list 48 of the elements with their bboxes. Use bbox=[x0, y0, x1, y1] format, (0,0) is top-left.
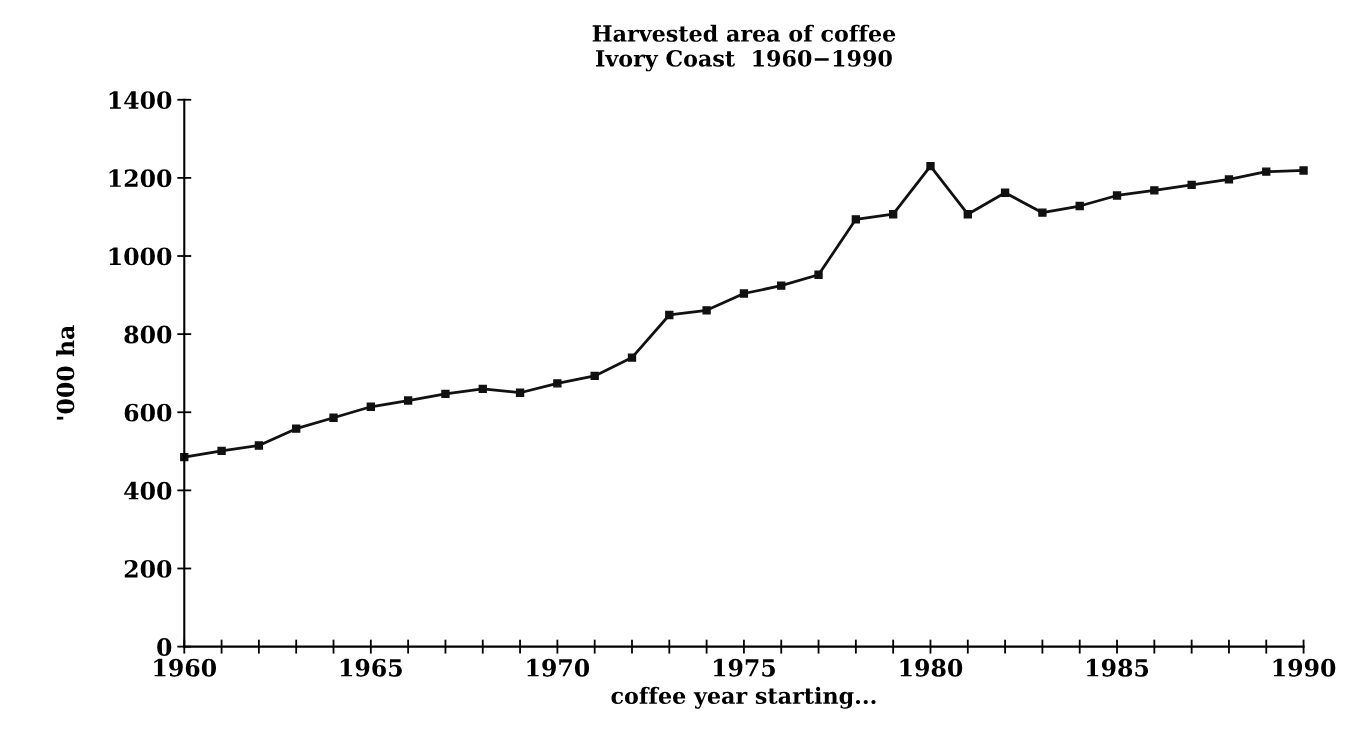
x-tick-label: 1960 bbox=[154, 658, 217, 677]
point bbox=[403, 396, 413, 405]
point bbox=[627, 353, 637, 362]
point bbox=[1112, 191, 1122, 200]
x-tick-label: 1965 bbox=[340, 658, 402, 677]
point bbox=[1262, 167, 1271, 176]
y-tick-label: 200 bbox=[124, 559, 172, 578]
point bbox=[888, 210, 898, 219]
point bbox=[926, 162, 935, 171]
x-tick-label: 1970 bbox=[527, 658, 590, 677]
point bbox=[1075, 201, 1084, 211]
y-tick-label: 1200 bbox=[109, 169, 172, 188]
point bbox=[1150, 186, 1159, 195]
point bbox=[1187, 180, 1196, 190]
y-tick-label: 1000 bbox=[109, 247, 172, 266]
y-tick-label: 400 bbox=[124, 481, 172, 500]
y-tick-label: 0 bbox=[157, 638, 172, 656]
point bbox=[217, 446, 226, 456]
chart-title: Harvested area of coffee Ivory Coast 1960−1990 bbox=[592, 24, 896, 72]
y-tick-label: 800 bbox=[124, 325, 172, 344]
point bbox=[366, 402, 375, 411]
x-tick-label: 1985 bbox=[1087, 658, 1149, 677]
point bbox=[515, 388, 525, 397]
y-axis-title: '000 ha bbox=[56, 325, 75, 420]
point bbox=[329, 413, 338, 422]
point bbox=[478, 384, 487, 393]
point bbox=[1000, 188, 1010, 197]
point bbox=[1038, 208, 1047, 217]
point bbox=[441, 389, 450, 399]
point bbox=[702, 306, 711, 315]
point bbox=[1299, 166, 1308, 175]
x-axis-title: coffee year starting... bbox=[611, 686, 876, 709]
point bbox=[814, 270, 823, 279]
point bbox=[963, 210, 972, 219]
point bbox=[777, 281, 786, 290]
y-tick-label: 1400 bbox=[109, 91, 172, 110]
point bbox=[1224, 175, 1234, 184]
x-tick-label: 1990 bbox=[1273, 658, 1336, 677]
point bbox=[851, 215, 861, 224]
y-tick-label: 600 bbox=[124, 403, 172, 422]
point bbox=[665, 310, 674, 320]
point bbox=[590, 371, 599, 381]
x-tick-label: 1975 bbox=[713, 658, 775, 677]
point bbox=[739, 289, 749, 298]
x-tick-label: 1980 bbox=[900, 658, 963, 677]
point bbox=[292, 424, 301, 433]
point bbox=[553, 379, 562, 388]
point bbox=[254, 441, 264, 450]
